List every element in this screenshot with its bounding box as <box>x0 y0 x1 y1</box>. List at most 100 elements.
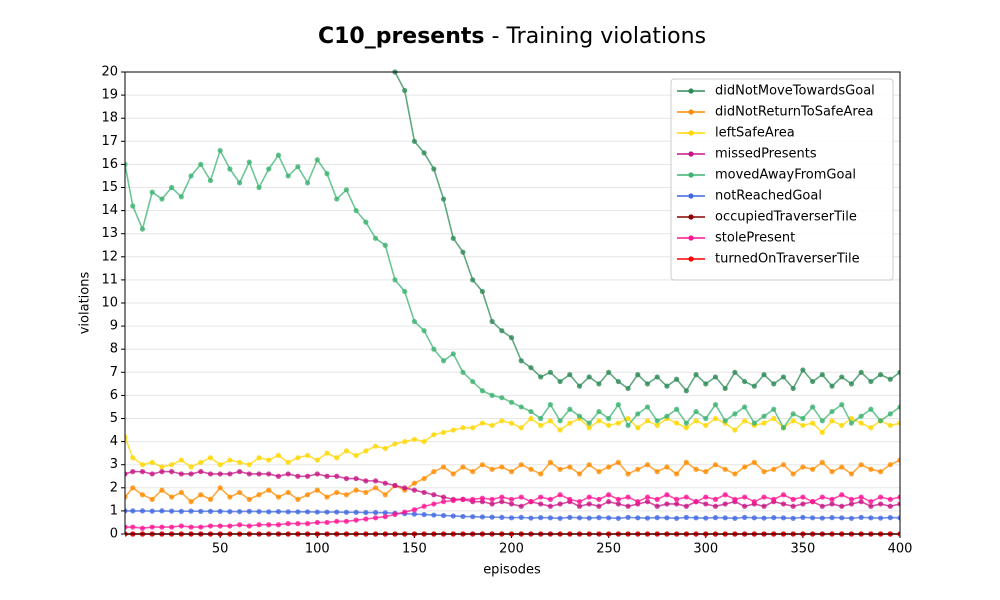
data-point <box>615 378 621 385</box>
data-point <box>372 485 379 491</box>
data-point <box>897 457 900 463</box>
data-point <box>625 415 631 422</box>
data-point <box>125 524 128 530</box>
data-point <box>829 469 835 475</box>
legend-label: movedAwayFromGoal <box>715 168 856 183</box>
data-point <box>217 471 223 477</box>
series <box>125 457 900 505</box>
data-point <box>275 452 282 459</box>
data-point <box>304 521 311 527</box>
data-point <box>489 496 495 502</box>
data-point <box>547 369 553 375</box>
data-point <box>343 509 350 515</box>
data-point <box>125 161 128 167</box>
data-point <box>625 422 631 429</box>
legend-label: didNotMoveTowardsGoal <box>715 84 875 99</box>
data-point <box>489 514 495 520</box>
data-point <box>508 420 515 426</box>
data-point <box>363 516 369 522</box>
y-tick-label: 1 <box>110 503 118 518</box>
data-point <box>353 452 359 459</box>
data-point <box>207 471 214 477</box>
data-point <box>139 462 146 468</box>
data-point <box>159 464 165 470</box>
data-point <box>499 395 505 401</box>
data-point <box>567 496 573 502</box>
data-point <box>236 459 243 465</box>
data-point <box>576 413 583 419</box>
data-point <box>217 485 223 491</box>
data-point <box>353 475 359 482</box>
data-point <box>178 489 184 496</box>
data-point <box>460 513 466 520</box>
data-point <box>858 499 864 505</box>
data-point <box>392 482 398 489</box>
data-point <box>819 429 825 435</box>
data-point <box>285 459 291 465</box>
data-point <box>159 508 165 514</box>
data-point <box>227 166 233 172</box>
legend-marker <box>688 193 694 199</box>
data-point <box>722 418 728 424</box>
data-point <box>198 508 204 514</box>
data-point <box>198 524 204 530</box>
data-point <box>858 494 864 500</box>
data-point <box>528 499 534 505</box>
data-point <box>421 150 427 156</box>
data-point <box>586 501 592 507</box>
data-point <box>722 466 728 472</box>
y-tick-label: 0 <box>110 527 118 542</box>
data-point <box>499 494 505 500</box>
data-point <box>809 499 816 505</box>
y-tick-label: 14 <box>101 203 118 218</box>
data-point <box>761 413 767 419</box>
data-point <box>363 448 369 454</box>
legend: didNotMoveTowardsGoal didNotReturnToSafeA… <box>670 78 894 281</box>
data-point <box>790 411 796 417</box>
data-point <box>295 164 301 170</box>
data-point <box>479 462 485 468</box>
data-point <box>800 501 806 507</box>
data-point <box>528 365 534 371</box>
data-point <box>411 436 418 442</box>
data-point <box>732 369 738 375</box>
data-point <box>207 496 214 502</box>
data-point <box>644 515 651 521</box>
data-point <box>771 514 777 521</box>
data-point <box>411 318 418 325</box>
data-point <box>712 514 719 521</box>
data-point <box>567 420 573 426</box>
data-point <box>188 173 194 179</box>
data-point <box>353 487 359 493</box>
data-point <box>693 418 699 424</box>
data-point <box>217 523 223 529</box>
data-point <box>499 328 505 334</box>
data-point <box>528 415 534 422</box>
data-point <box>499 514 505 520</box>
data-point <box>149 496 155 502</box>
data-point <box>402 485 408 491</box>
chart-title: C10_presents - Training violations <box>318 24 706 49</box>
data-point <box>887 496 893 502</box>
data-point <box>606 369 612 375</box>
y-tick-label: 19 <box>101 88 118 103</box>
data-point <box>780 515 787 521</box>
data-point <box>518 358 524 364</box>
data-point <box>819 503 825 509</box>
data-point <box>304 492 311 498</box>
data-point <box>683 503 689 509</box>
data-point <box>246 496 252 502</box>
data-point <box>470 514 476 520</box>
data-point <box>470 496 476 502</box>
data-point <box>334 509 340 515</box>
data-point <box>324 171 330 177</box>
data-point <box>877 501 884 507</box>
data-point <box>149 524 155 530</box>
data-point <box>314 157 320 163</box>
data-point <box>751 459 757 465</box>
title-text: - Training violations <box>492 24 707 49</box>
data-point <box>596 514 602 521</box>
data-point <box>635 466 641 472</box>
data-point <box>635 411 641 417</box>
data-point <box>499 418 505 424</box>
